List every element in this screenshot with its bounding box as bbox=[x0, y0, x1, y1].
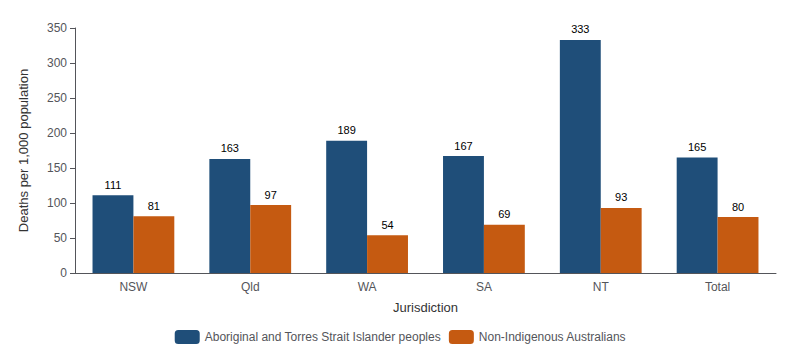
svg-text:Non-Indigenous Australians: Non-Indigenous Australians bbox=[479, 330, 626, 344]
svg-text:Jurisdiction: Jurisdiction bbox=[393, 300, 458, 315]
svg-text:167: 167 bbox=[454, 140, 472, 152]
svg-text:97: 97 bbox=[265, 189, 277, 201]
svg-text:189: 189 bbox=[337, 124, 355, 136]
svg-text:163: 163 bbox=[221, 142, 239, 154]
svg-text:100: 100 bbox=[47, 196, 67, 210]
svg-text:54: 54 bbox=[381, 219, 393, 231]
svg-text:250: 250 bbox=[47, 91, 67, 105]
svg-text:150: 150 bbox=[47, 161, 67, 175]
svg-text:WA: WA bbox=[358, 280, 377, 294]
svg-text:NSW: NSW bbox=[119, 280, 148, 294]
svg-text:NT: NT bbox=[593, 280, 610, 294]
svg-text:200: 200 bbox=[47, 126, 67, 140]
svg-text:80: 80 bbox=[732, 201, 744, 213]
svg-text:0: 0 bbox=[60, 266, 67, 280]
svg-text:Qld: Qld bbox=[241, 280, 260, 294]
svg-text:111: 111 bbox=[105, 179, 122, 191]
svg-text:Aboriginal and Torres Strait I: Aboriginal and Torres Strait Islander pe… bbox=[205, 330, 441, 344]
svg-text:93: 93 bbox=[615, 191, 627, 203]
svg-text:69: 69 bbox=[498, 208, 510, 220]
svg-text:Deaths per 1,000 population: Deaths per 1,000 population bbox=[16, 69, 31, 232]
svg-text:50: 50 bbox=[54, 231, 68, 245]
svg-text:81: 81 bbox=[148, 200, 160, 212]
svg-text:300: 300 bbox=[47, 56, 67, 70]
svg-text:333: 333 bbox=[571, 23, 589, 35]
svg-text:Total: Total bbox=[705, 280, 730, 294]
svg-text:SA: SA bbox=[476, 280, 492, 294]
svg-text:165: 165 bbox=[688, 141, 706, 153]
svg-text:350: 350 bbox=[47, 21, 67, 35]
